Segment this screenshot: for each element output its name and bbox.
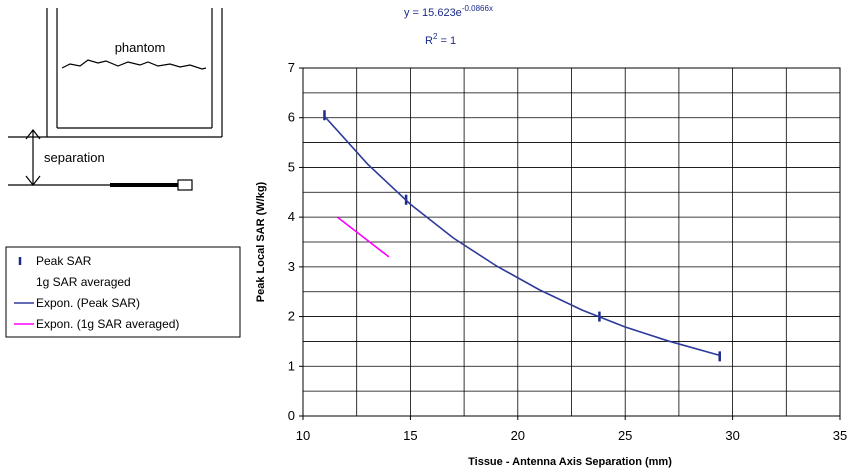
legend-label: 1g SAR averaged [36,275,131,289]
plot-frame [302,67,841,417]
x-axis-label: Tissue - Antenna Axis Separation (mm) [468,456,672,468]
setup-diagram [8,8,223,191]
y-tick-label: 5 [288,159,295,174]
x-tick-label: 15 [403,428,417,443]
x-tick-label: 35 [833,428,847,443]
x-tick-label: 10 [296,428,310,443]
trend-line [323,115,720,357]
y-tick-label: 3 [288,259,295,274]
legend-label: Expon. (1g SAR averaged) [36,317,179,331]
r-squared: R2 = 1 [425,32,456,47]
x-tick-label: 20 [511,428,525,443]
legend-box [5,246,241,338]
legend-label: Peak SAR [36,254,92,268]
y-tick-label: 0 [288,408,295,423]
phantom-label: phantom [115,40,166,55]
y-tick-label: 1 [288,358,295,373]
equation: y = 15.623e-0.0866x [404,4,493,19]
trend-line [336,216,390,258]
y-axis-label: Peak Local SAR (W/kg) [255,181,267,302]
x-tick-label: 30 [725,428,739,443]
legend-label: Expon. (Peak SAR) [36,296,140,310]
y-tick-label: 2 [288,309,295,324]
y-tick-label: 4 [288,209,295,224]
y-tick-label: 6 [288,110,295,125]
separation-label: separation [44,150,105,165]
x-tick-label: 25 [618,428,632,443]
y-tick-label: 7 [288,60,295,75]
